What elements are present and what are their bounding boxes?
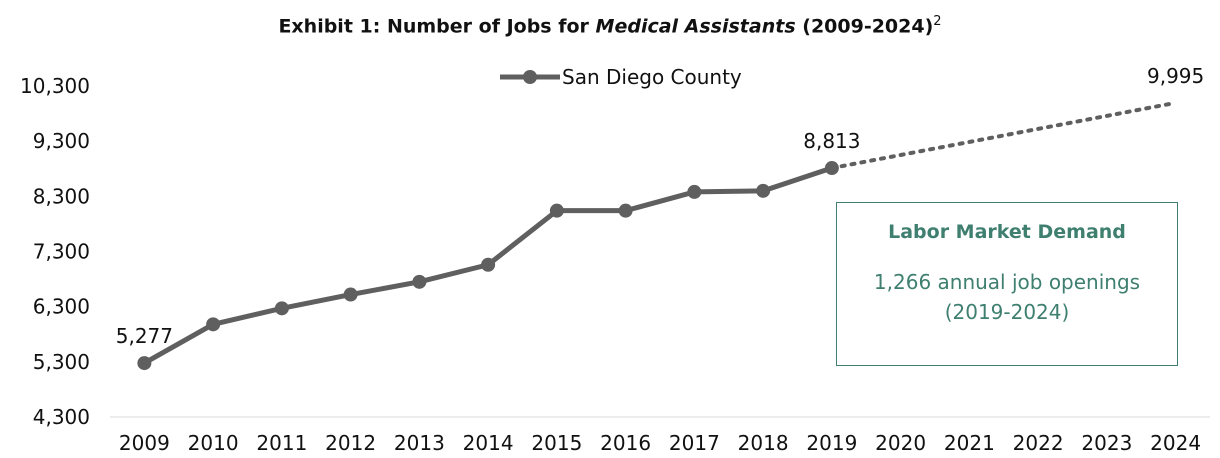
data-point <box>549 203 564 218</box>
y-tick-label: 10,300 <box>20 74 90 98</box>
data-point <box>756 183 771 198</box>
x-tick-label: 2011 <box>256 431 307 455</box>
title-italic: Medical Assistants <box>595 15 796 38</box>
projection-line <box>829 100 1178 171</box>
callout-title: Labor Market Demand <box>888 221 1126 243</box>
title-suffix: (2009-2024) <box>795 15 934 38</box>
y-tick-label: 9,300 <box>33 129 90 153</box>
data-point <box>137 356 152 371</box>
y-tick-label: 6,300 <box>33 295 90 319</box>
data-point <box>618 203 633 218</box>
x-tick-label: 2022 <box>1013 431 1064 455</box>
x-tick-label: 2012 <box>325 431 376 455</box>
data-point <box>687 184 702 199</box>
data-point <box>412 274 427 289</box>
data-point <box>481 257 496 272</box>
x-tick-label: 2021 <box>944 431 995 455</box>
title-prefix: Exhibit 1: Number of Jobs for <box>278 15 596 38</box>
callout-period: (2019-2024) <box>944 300 1070 324</box>
data-point <box>206 317 221 332</box>
y-tick-label: 7,300 <box>33 240 90 264</box>
callout-openings: 1,266 annual job openings <box>873 270 1141 294</box>
x-tick-label: 2016 <box>600 431 651 455</box>
data-point <box>343 287 358 302</box>
data-label: 5,277 <box>116 324 173 348</box>
x-tick-label: 2019 <box>806 431 857 455</box>
y-tick-label: 5,300 <box>33 350 90 374</box>
x-tick-label: 2009 <box>119 431 170 455</box>
legend-marker <box>523 70 537 84</box>
x-tick-label: 2024 <box>1150 431 1201 455</box>
x-tick-label: 2020 <box>875 431 926 455</box>
x-tick-label: 2023 <box>1081 431 1132 455</box>
x-tick-label: 2013 <box>394 431 445 455</box>
x-tick-label: 2015 <box>531 431 582 455</box>
x-tick-label: 2017 <box>669 431 720 455</box>
x-tick-label: 2018 <box>738 431 789 455</box>
x-tick-label: 2010 <box>188 431 239 455</box>
data-label: 9,995 <box>1147 64 1204 88</box>
y-tick-label: 8,300 <box>33 184 90 208</box>
data-point <box>274 301 289 316</box>
data-label: 8,813 <box>803 129 860 153</box>
chart-title: Exhibit 1: Number of Jobs for Medical As… <box>0 14 1220 37</box>
x-tick-label: 2014 <box>463 431 514 455</box>
labor-market-callout: Labor Market Demand 1,266 annual job ope… <box>836 202 1178 366</box>
y-tick-label: 4,300 <box>33 405 90 429</box>
title-footnote: 2 <box>933 14 942 29</box>
legend-label: San Diego County <box>562 65 742 89</box>
